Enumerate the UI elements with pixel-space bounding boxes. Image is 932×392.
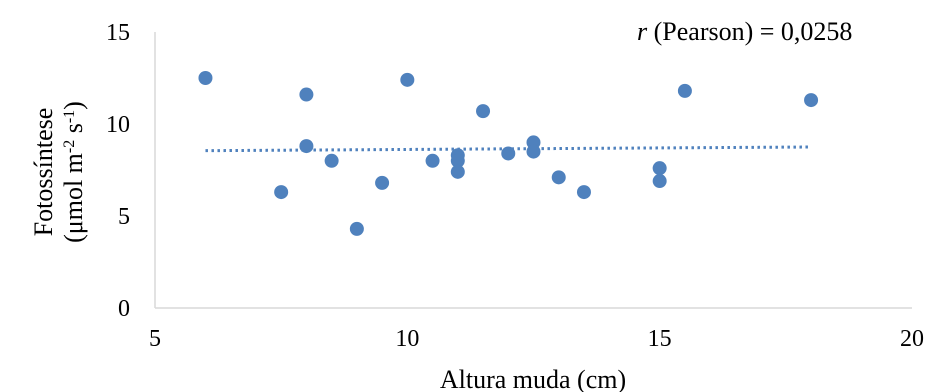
data-point: [450, 153, 465, 168]
data-point: [501, 146, 516, 161]
data-point: [652, 161, 667, 176]
x-tick-label: 20: [900, 326, 924, 352]
data-point: [425, 153, 440, 168]
data-point: [400, 72, 415, 87]
y-tick-label: 5: [118, 204, 130, 230]
data-point: [804, 93, 819, 108]
y-tick-label: 0: [118, 296, 130, 322]
data-point: [324, 153, 339, 168]
data-point: [526, 144, 541, 159]
x-tick-label: 15: [648, 326, 672, 352]
data-point: [576, 185, 591, 200]
data-points: [198, 71, 819, 236]
x-tick-label: 5: [149, 326, 161, 352]
data-point: [476, 104, 491, 119]
data-point: [677, 83, 692, 98]
data-point: [299, 139, 314, 154]
y-tick-labels: 0 5 10 15: [106, 20, 130, 322]
data-point: [349, 221, 364, 236]
axes: [154, 32, 912, 309]
data-point: [198, 71, 213, 85]
y-tick-label: 10: [106, 112, 130, 138]
pearson-annotation: r (Pearson) = 0,0258: [637, 17, 852, 46]
data-point: [299, 87, 314, 102]
data-point: [450, 164, 465, 179]
data-point: [551, 170, 566, 185]
x-tick-labels: 5 10 15 20: [149, 326, 924, 352]
y-tick-label: 15: [106, 20, 130, 46]
data-point: [274, 185, 289, 200]
y-axis-label-line2: (μmol m-2 s-1): [59, 101, 88, 243]
data-point: [652, 174, 667, 189]
x-tick-label: 10: [395, 326, 419, 352]
y-axis-label-line1: Fotossíntese: [29, 108, 58, 237]
y-axis-label: Fotossíntese (μmol m-2 s-1): [29, 101, 88, 243]
data-point: [375, 175, 390, 190]
trendline: [205, 145, 812, 153]
x-axis-label: Altura muda (cm): [440, 365, 626, 392]
